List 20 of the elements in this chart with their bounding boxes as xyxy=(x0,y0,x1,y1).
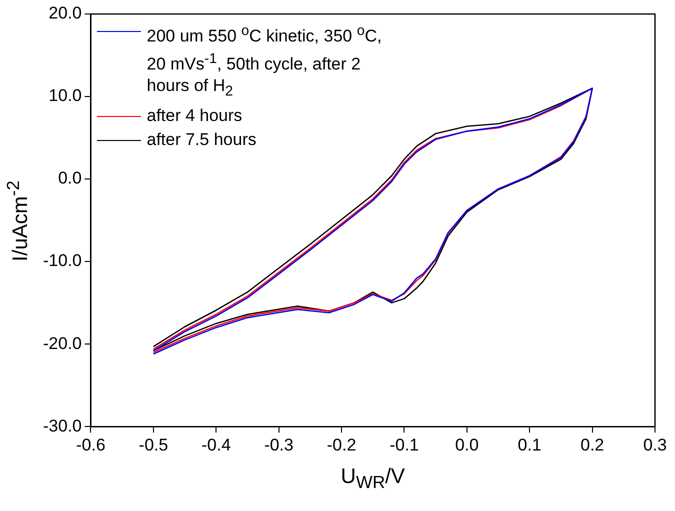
y-tick-label: -20.0 xyxy=(43,334,82,353)
y-tick-label: 0.0 xyxy=(58,168,82,188)
y-tick-label: -30.0 xyxy=(43,416,82,436)
y-tick-label: -10.0 xyxy=(43,251,82,270)
x-axis-title: U$_{WR}$/V xyxy=(340,464,406,493)
x-tick-label: 0.2 xyxy=(580,435,604,454)
x-tick-label: 0.1 xyxy=(518,435,542,454)
x-tick-label: -0.5 xyxy=(138,435,168,454)
y-tick-label: 20.0 xyxy=(48,4,82,23)
legend-label: after 4 hours xyxy=(146,104,242,127)
y-tick-label: 10.0 xyxy=(48,86,82,106)
x-tick-label: -0.4 xyxy=(201,435,231,454)
x-tick-label: 0.0 xyxy=(455,435,479,454)
text: 200 um 550 $^{o}$C kinetic, 350 $^{o}$C, 20 mVs$^{-1}$, 50th cycle, after 2 hours of H$_{2}$ xyxy=(146,23,382,100)
x-tick-label: 0.3 xyxy=(643,435,667,454)
x-tick-label: -0.3 xyxy=(264,435,294,454)
legend-label: after 7.5 hours xyxy=(146,128,256,151)
x-tick-label: -0.1 xyxy=(390,435,419,454)
x-tick-label: -0.6 xyxy=(76,435,106,454)
x-tick-label: -0.2 xyxy=(326,435,356,454)
